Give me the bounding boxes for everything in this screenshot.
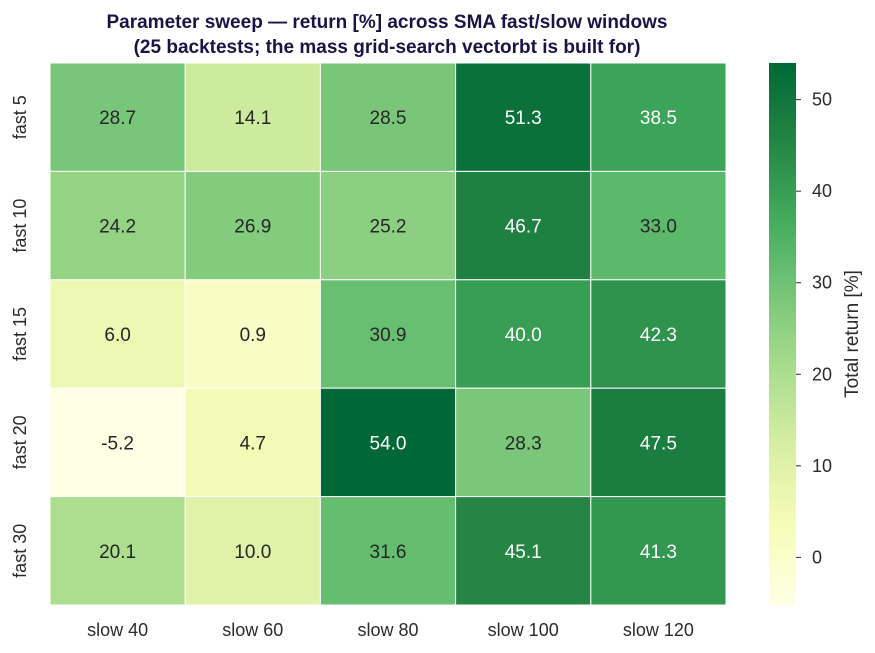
y-tick-label: fast 30 xyxy=(10,524,30,578)
heatmap-cell xyxy=(184,279,321,389)
heatmap-cell xyxy=(184,62,321,172)
heatmap-cell xyxy=(319,62,457,172)
cell-value-label: 54.0 xyxy=(370,433,407,454)
colorbar-tick-label: 40 xyxy=(812,181,832,201)
heatmap-cell xyxy=(49,62,186,172)
cell-value-label: 26.9 xyxy=(234,217,271,238)
cell-value-label: 46.7 xyxy=(505,217,542,238)
cell-value-label: 45.1 xyxy=(505,542,542,563)
heatmap-cell xyxy=(49,496,186,606)
colorbar-gradient xyxy=(769,63,796,605)
heatmap-cell xyxy=(319,170,457,281)
x-axis-ticks: slow 40 slow 60 slow 80 slow 100 slow 120 xyxy=(87,620,694,640)
heatmap-cells: 28.7 14.1 28.5 51.3 38.5 24.2 26.9 25.2 46.7 33.0… xyxy=(49,62,727,606)
x-tick-label: slow 80 xyxy=(357,620,418,640)
heatmap-cell xyxy=(49,387,186,498)
heatmap-cell xyxy=(49,170,186,281)
cell-value-label: 4.7 xyxy=(240,433,266,454)
y-tick-label: fast 10 xyxy=(10,199,30,253)
heatmap-cell xyxy=(455,62,592,172)
y-tick-label: fast 15 xyxy=(10,307,30,361)
cell-value-label: 28.3 xyxy=(505,433,542,454)
colorbar-tick-label: 30 xyxy=(812,273,832,293)
cell-value-label: 51.3 xyxy=(505,108,542,129)
heatmap-cell xyxy=(590,496,727,606)
y-tick-label: fast 20 xyxy=(10,415,30,469)
heatmap-cell xyxy=(590,387,727,498)
heatmap-cell xyxy=(319,387,457,498)
heatmap-cell xyxy=(590,170,727,281)
heatmap-cell xyxy=(319,496,457,606)
heatmap-cell xyxy=(184,496,321,606)
chart-title-line-2: (25 backtests; the mass grid-search vect… xyxy=(134,37,641,58)
colorbar-tick-label: 0 xyxy=(812,547,822,567)
heatmap-cell xyxy=(590,62,727,172)
cell-value-label: 20.1 xyxy=(99,542,136,563)
x-tick-label: slow 40 xyxy=(87,620,148,640)
heatmap-cell xyxy=(319,279,457,389)
cell-value-label: 24.2 xyxy=(99,217,136,238)
x-tick-label: slow 100 xyxy=(488,620,559,640)
colorbar-tick-label: 50 xyxy=(812,90,832,110)
colorbar-tick-label: 20 xyxy=(812,364,832,384)
cell-value-label: 25.2 xyxy=(370,217,407,238)
cell-value-label: 14.1 xyxy=(234,108,271,129)
cell-value-label: 6.0 xyxy=(104,325,130,346)
colorbar: 0 10 20 30 40 50 Total return [%] xyxy=(769,63,863,605)
cell-value-label: 10.0 xyxy=(234,542,271,563)
heatmap-cell xyxy=(590,279,727,389)
x-tick-label: slow 120 xyxy=(623,620,694,640)
chart-title-line-1: Parameter sweep — return [%] across SMA … xyxy=(106,12,667,33)
cell-value-label: 42.3 xyxy=(640,325,677,346)
x-tick-label: slow 60 xyxy=(222,620,283,640)
cell-value-label: 47.5 xyxy=(640,433,677,454)
cell-value-label: 40.0 xyxy=(505,325,542,346)
cell-value-label: 41.3 xyxy=(640,542,677,563)
cell-value-label: 33.0 xyxy=(640,217,677,238)
cell-value-label: 0.9 xyxy=(240,325,266,346)
heatmap-cell xyxy=(455,279,592,389)
colorbar-tick-label: 10 xyxy=(812,456,832,476)
y-tick-label: fast 5 xyxy=(10,95,30,139)
cell-value-label: 30.9 xyxy=(370,325,407,346)
cell-value-label: 28.7 xyxy=(99,108,136,129)
colorbar-label: Total return [%] xyxy=(842,270,863,398)
cell-value-label: 38.5 xyxy=(640,108,677,129)
cell-value-label: -5.2 xyxy=(101,433,134,454)
cell-value-label: 28.5 xyxy=(370,108,407,129)
cell-value-label: 31.6 xyxy=(370,542,407,563)
heatmap-cell xyxy=(184,387,321,498)
heatmap-cell xyxy=(455,387,592,498)
y-axis-ticks: fast 5 fast 10 fast 15 fast 20 fast 30 xyxy=(10,95,30,578)
